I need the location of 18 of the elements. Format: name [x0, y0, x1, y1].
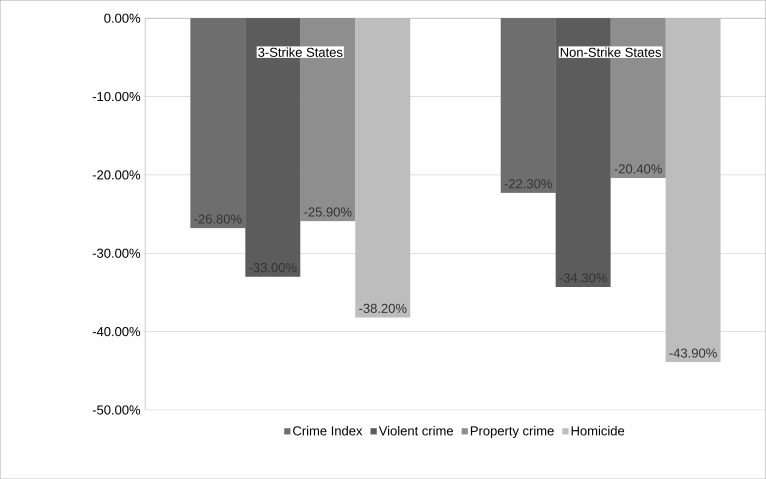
legend-label: Violent crime — [378, 426, 453, 436]
legend-label: Crime Index — [293, 426, 362, 436]
y-tick-label: -50.00% — [92, 405, 140, 415]
data-label: -43.90% — [669, 348, 717, 358]
data-label: -26.80% — [194, 214, 242, 224]
y-tick-label: -10.00% — [92, 92, 140, 102]
data-label: -38.20% — [359, 304, 406, 313]
x-tick-label: Non-Strike States — [560, 47, 662, 57]
y-tick-label: 0.00% — [104, 14, 140, 23]
data-label: -25.90% — [304, 207, 352, 217]
y-tick-label: -30.00% — [92, 248, 140, 258]
x-tick-label: 3-Strike States — [258, 47, 342, 57]
y-tick-label: -40.00% — [92, 326, 140, 336]
legend-label: Property crime — [470, 426, 554, 438]
data-label: -22.30% — [504, 179, 552, 188]
legend-label: Homicide — [572, 426, 624, 436]
y-tick-label: -20.00% — [92, 170, 140, 180]
data-label: -20.40% — [614, 164, 662, 174]
